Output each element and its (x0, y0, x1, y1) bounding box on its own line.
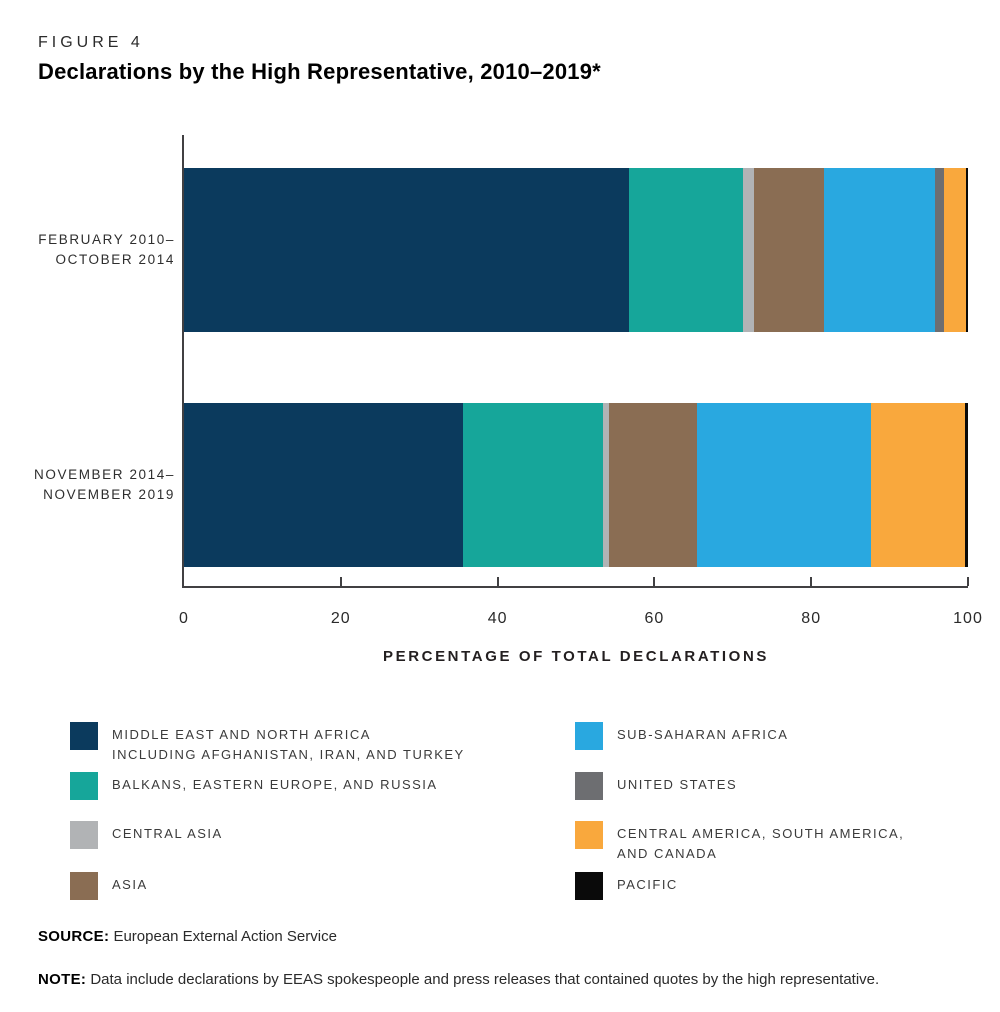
bar-segment (696, 403, 871, 567)
source-label: SOURCE: (38, 928, 110, 945)
legend-label: BALKANS, EASTERN EUROPE, AND RUSSIA (112, 772, 438, 795)
x-tick-label: 40 (487, 610, 508, 627)
legend-label-line: SUB-SAHARAN AFRICA (617, 727, 789, 742)
axis-tick (810, 577, 813, 586)
x-axis-tick-labels: 0 20 40 60 80 100 (179, 610, 982, 630)
y-axis-line (182, 135, 184, 588)
legend-swatch-icon (575, 772, 603, 800)
axis-tick (496, 577, 499, 586)
axis-tick (967, 577, 969, 586)
legend-item: CENTRAL ASIA (70, 821, 223, 849)
bar-segment (184, 403, 464, 567)
bar-segment (629, 168, 743, 332)
bar-segment (823, 168, 936, 332)
category-label: NOVEMBER 2014– NOVEMBER 2019 (0, 465, 175, 505)
category-label-line: OCTOBER 2014 (55, 252, 175, 267)
bar-segment (753, 168, 824, 332)
legend-swatch-icon (575, 821, 603, 849)
note-label: NOTE: (38, 971, 87, 988)
legend-label: SUB-SAHARAN AFRICA (617, 722, 788, 745)
note-text: Data include declarations by EEAS spokes… (90, 971, 880, 988)
legend-label-line: CENTRAL ASIA (112, 826, 223, 841)
chart-legend: MIDDLE EAST AND NORTH AFRICA INCLUDING AF… (70, 722, 970, 907)
legend-swatch-icon (70, 772, 98, 800)
plot-area (182, 135, 969, 588)
bar-segment (964, 403, 968, 567)
legend-item: CENTRAL AMERICA, SOUTH AMERICA, AND CANAD… (575, 821, 904, 864)
legend-item: BALKANS, EASTERN EUROPE, AND RUSSIA (70, 772, 438, 800)
legend-label: ASIA (112, 872, 148, 895)
figure-header: FIGURE 4 Declarations by the High Repres… (38, 34, 601, 85)
legend-label: PACIFIC (617, 872, 678, 895)
legend-label-line: PACIFIC (617, 877, 678, 892)
legend-label: CENTRAL AMERICA, SOUTH AMERICA, AND CANAD… (617, 821, 904, 864)
bar-segment (870, 403, 965, 567)
source-line: SOURCE: European External Action Service (38, 928, 337, 945)
bar-segment (935, 168, 945, 332)
stacked-bar (184, 403, 968, 567)
axis-tick (339, 577, 342, 586)
legend-label-line: INCLUDING AFGHANISTAN, IRAN, AND TURKEY (112, 747, 465, 762)
legend-label: CENTRAL ASIA (112, 821, 223, 844)
category-labels: FEBRUARY 2010– OCTOBER 2014 NOVEMBER 2014–… (0, 135, 175, 588)
legend-item: UNITED STATES (575, 772, 737, 800)
legend-label-line: CENTRAL AMERICA, SOUTH AMERICA, (617, 826, 905, 841)
legend-swatch-icon (575, 872, 603, 900)
x-axis-title: PERCENTAGE OF TOTAL DECLARATIONS (383, 648, 769, 665)
figure-title: Declarations by the High Representative,… (38, 59, 601, 84)
category-label: FEBRUARY 2010– OCTOBER 2014 (0, 230, 175, 270)
legend-swatch-icon (70, 722, 98, 750)
note-line: NOTE: Data include declarations by EEAS … (38, 971, 879, 988)
x-tick-label: 60 (644, 610, 665, 627)
bar-segment (742, 168, 754, 332)
legend-label: UNITED STATES (617, 772, 737, 795)
legend-label-line: MIDDLE EAST AND NORTH AFRICA (112, 727, 371, 742)
bar-segment (184, 168, 630, 332)
x-tick-label: 100 (953, 610, 983, 627)
legend-label-line: UNITED STATES (617, 777, 738, 792)
stacked-bar (184, 168, 968, 332)
legend-item: ASIA (70, 872, 148, 900)
bar-segment (608, 403, 697, 567)
category-label-line: FEBRUARY 2010– (38, 232, 175, 247)
source-text: European External Action Service (113, 928, 337, 945)
category-label-line: NOVEMBER 2014– (34, 467, 175, 482)
legend-label: MIDDLE EAST AND NORTH AFRICA INCLUDING AF… (112, 722, 465, 765)
axis-tick (653, 577, 656, 586)
bar-segment (944, 168, 967, 332)
category-label-line: NOVEMBER 2019 (43, 487, 175, 502)
bar-segment (966, 168, 968, 332)
legend-swatch-icon (575, 722, 603, 750)
legend-swatch-icon (70, 872, 98, 900)
figure-number-label: FIGURE 4 (38, 34, 144, 51)
legend-swatch-icon (70, 821, 98, 849)
x-tick-label: 20 (330, 610, 351, 627)
x-axis-line (182, 586, 968, 588)
legend-item: PACIFIC (575, 872, 678, 900)
legend-label-line: AND CANADA (617, 846, 718, 861)
bar-segment (602, 403, 609, 567)
legend-item: MIDDLE EAST AND NORTH AFRICA INCLUDING AF… (70, 722, 465, 765)
x-tick-label: 0 (179, 610, 189, 627)
bar-segment (463, 403, 603, 567)
legend-label-line: BALKANS, EASTERN EUROPE, AND RUSSIA (112, 777, 438, 792)
legend-item: SUB-SAHARAN AFRICA (575, 722, 788, 750)
legend-label-line: ASIA (112, 877, 148, 892)
x-tick-label: 80 (801, 610, 822, 627)
